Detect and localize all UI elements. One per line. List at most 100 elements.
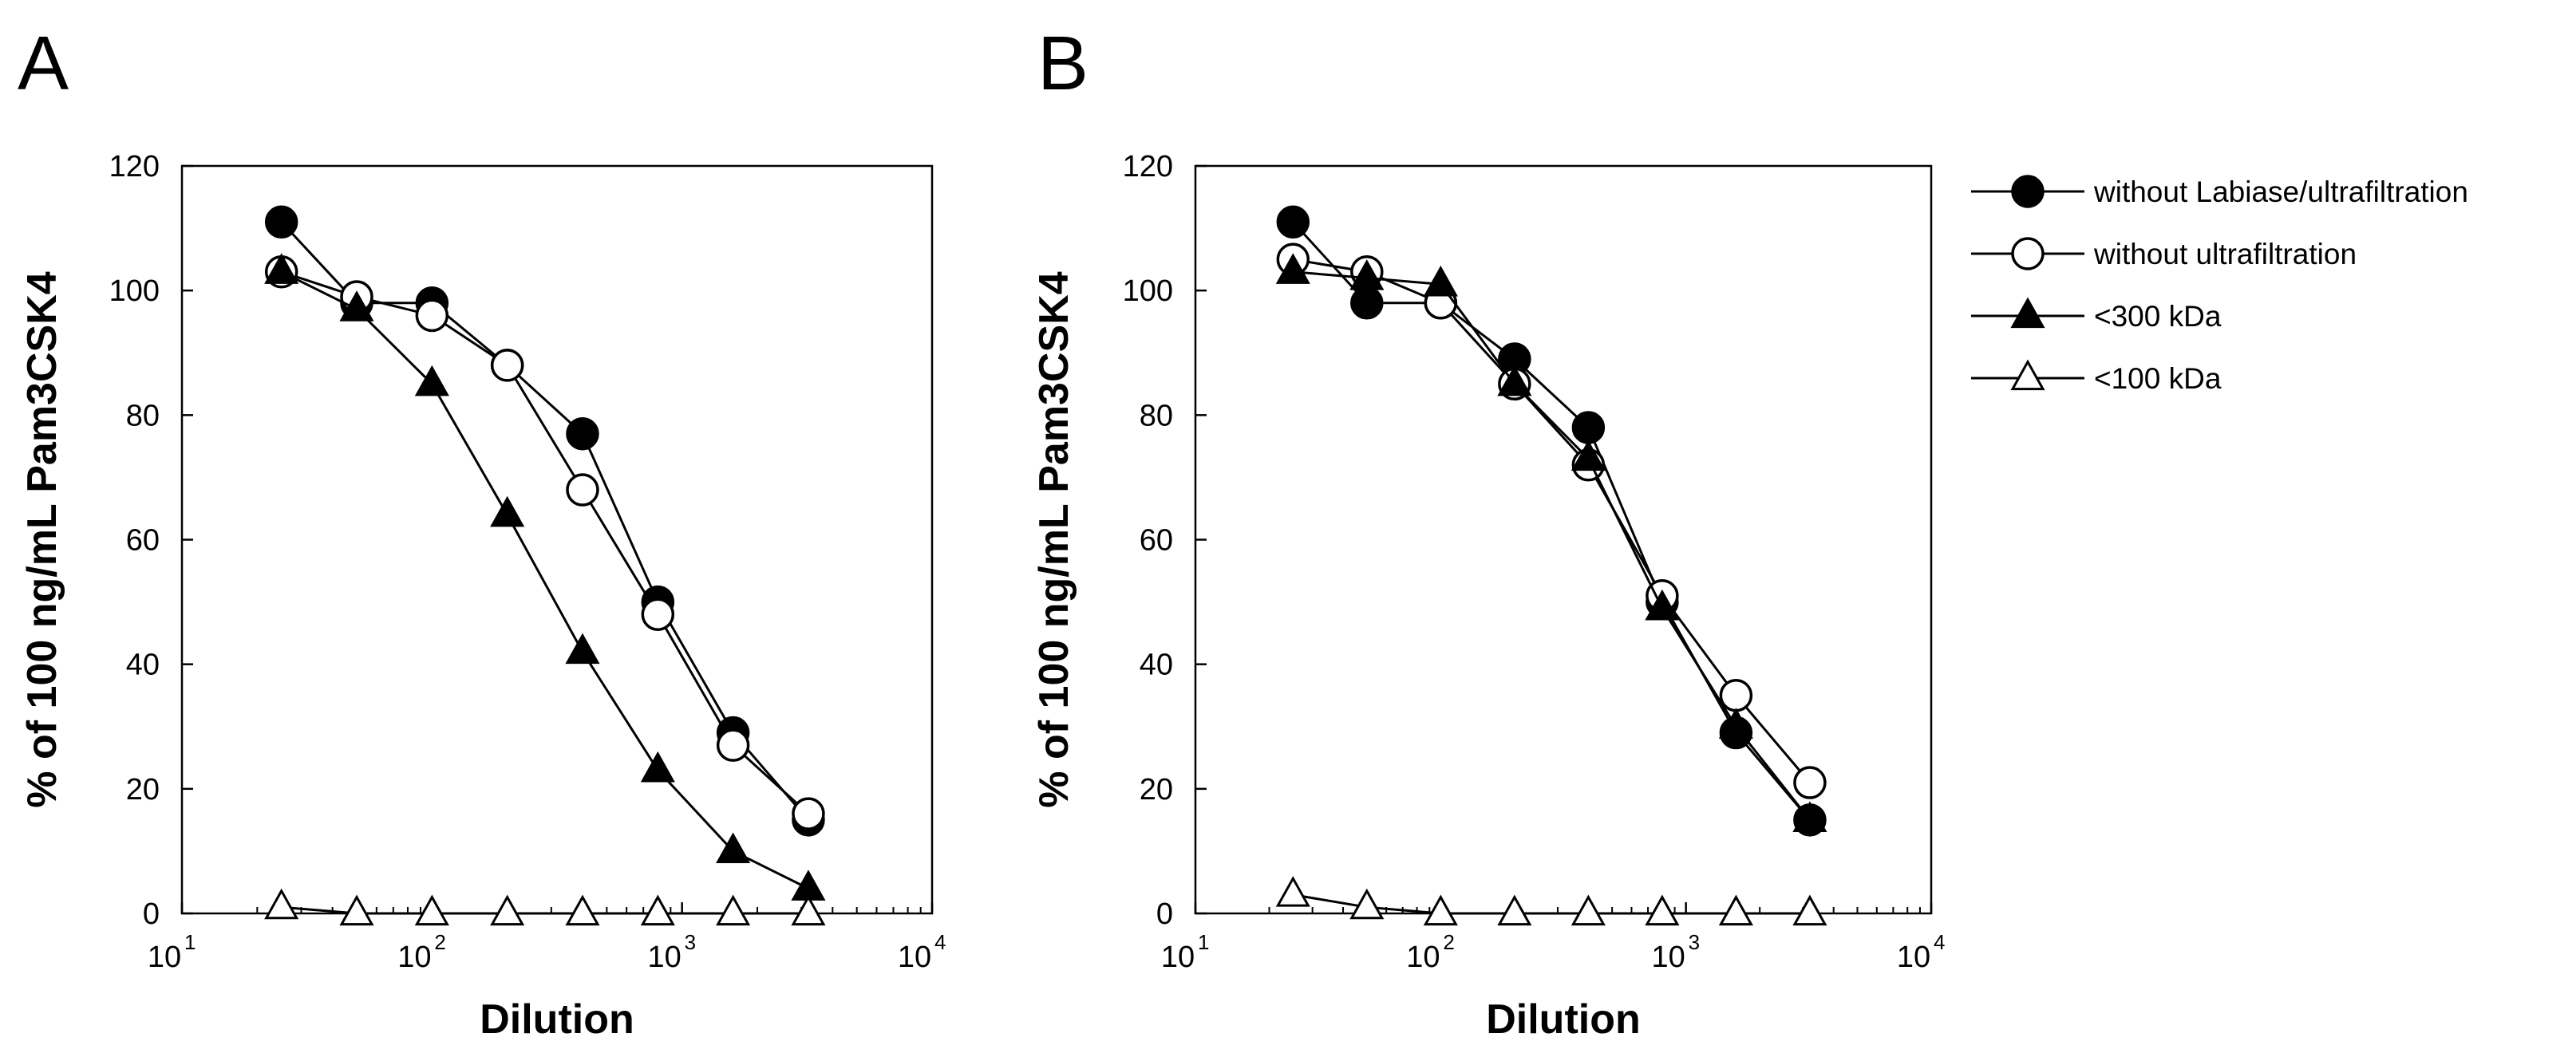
panel-b-xtick-exp: 1 bbox=[1198, 930, 1209, 954]
panel-a-data-point bbox=[264, 888, 299, 920]
panel-a-xtick-label: 10 1 bbox=[148, 930, 196, 974]
panel-b-data-point bbox=[1423, 265, 1458, 297]
panel-b-series-3 bbox=[1275, 253, 1827, 832]
panel-a-ytick-label: 120 bbox=[109, 150, 160, 183]
panel-a-xtick-label: 10 4 bbox=[898, 930, 946, 974]
panel-b-ytick-label: 60 bbox=[1140, 524, 1173, 558]
panel-b-data-point bbox=[1645, 894, 1680, 926]
panel-a-ytick-label: 20 bbox=[126, 773, 160, 807]
panel-a-series-line bbox=[281, 270, 809, 890]
panel-b-xtick-base: 10 bbox=[1652, 941, 1685, 974]
panel-a-data-point bbox=[264, 253, 299, 284]
panel-a-ytick-label: 60 bbox=[126, 524, 160, 558]
panel-b-data-point bbox=[1349, 259, 1385, 290]
panel-a-data-point bbox=[339, 290, 374, 321]
panel-b-data-point bbox=[1423, 894, 1458, 926]
panel-a-y-axis-label: % of 100 ng/mL Pam3CSK4 bbox=[19, 271, 65, 807]
panel-a-data-point bbox=[414, 365, 449, 396]
panel-b-data-point bbox=[1719, 678, 1753, 712]
panel-a-series-2 bbox=[264, 254, 825, 830]
panel-a-data-point bbox=[565, 633, 600, 665]
panel-b-data-point bbox=[1349, 888, 1385, 920]
panel-a-data-point bbox=[641, 598, 675, 631]
panel-a-xtick-label: 10 2 bbox=[397, 930, 446, 974]
panel-a-data-point bbox=[565, 894, 600, 926]
panel-b-xtick-base: 10 bbox=[1161, 941, 1195, 974]
legend-entry: <300 kDa bbox=[1971, 297, 2222, 333]
panel-a-x-axis-label: Dilution bbox=[480, 996, 634, 1043]
panel-a-data-point bbox=[414, 894, 449, 926]
panel-a-data-point bbox=[566, 417, 599, 451]
panel-b-data-point bbox=[1276, 205, 1310, 239]
panel-a-data-point bbox=[716, 728, 750, 762]
panel-a-xtick-base: 10 bbox=[148, 941, 181, 974]
panel-a-series-3 bbox=[264, 253, 826, 901]
panel-b-xtick-base: 10 bbox=[1406, 941, 1440, 974]
panel-b-data-point bbox=[1275, 876, 1310, 907]
panel-b-ytick-label: 80 bbox=[1140, 399, 1173, 432]
legend-marker bbox=[2011, 237, 2045, 270]
panel-b-letter: B bbox=[1037, 21, 1088, 106]
panel-b-series-line bbox=[1293, 270, 1811, 821]
panel-b-series-2 bbox=[1276, 243, 1827, 799]
panel-a-xtick-label: 10 3 bbox=[648, 930, 697, 974]
panel-b-xtick-label: 10 2 bbox=[1406, 930, 1455, 974]
panel-b-xtick-base: 10 bbox=[1897, 941, 1930, 974]
panel-a-data-point bbox=[716, 832, 751, 864]
panel-a-data-point bbox=[264, 205, 298, 239]
panel-b-data-point bbox=[1497, 365, 1532, 396]
panel-b-series-4 bbox=[1275, 876, 1827, 926]
panel-b-data-point bbox=[1350, 286, 1384, 320]
panel-a-xtick-base: 10 bbox=[397, 941, 431, 974]
panel-b-ytick-label: 20 bbox=[1140, 773, 1173, 807]
panel-a-xtick-exp: 1 bbox=[184, 930, 196, 954]
legend-marker bbox=[2010, 359, 2045, 391]
panel-b-x-axis-label: Dilution bbox=[1486, 996, 1641, 1043]
panel-a-ytick-label: 0 bbox=[143, 897, 160, 931]
panel-a-data-point bbox=[640, 894, 675, 926]
panel-a-data-point bbox=[490, 894, 525, 926]
legend-label: <300 kDa bbox=[2094, 300, 2222, 333]
panel-a-data-point bbox=[716, 894, 751, 926]
legend-label: <100 kDa bbox=[2094, 362, 2222, 395]
panel-b-xtick-label: 10 3 bbox=[1652, 930, 1701, 974]
panel-b-data-point bbox=[1793, 766, 1827, 799]
panel-a-data-point bbox=[640, 751, 675, 783]
panel-b-data-point bbox=[1275, 253, 1310, 284]
panel-b-series-1 bbox=[1276, 205, 1827, 837]
legend: without Labiase/ultrafiltration without u… bbox=[1971, 175, 2468, 395]
panel-b-xtick-label: 10 1 bbox=[1161, 930, 1210, 974]
panel-b-data-point bbox=[1718, 894, 1753, 926]
panel-a-ytick-label: 40 bbox=[126, 649, 160, 682]
panel-b-data-point bbox=[1570, 894, 1606, 926]
panel-b-data-point bbox=[1645, 589, 1680, 621]
panel-a-data-point bbox=[490, 349, 524, 382]
legend-entry: without ultrafiltration bbox=[1971, 237, 2357, 270]
panel-a-data-point bbox=[490, 495, 525, 527]
panel-a-data-point bbox=[339, 894, 374, 926]
panel-a-xtick-exp: 4 bbox=[934, 930, 946, 954]
panel-b-ytick-label: 100 bbox=[1123, 274, 1173, 308]
panel-b-xtick-exp: 3 bbox=[1689, 930, 1700, 954]
legend-label: without Labiase/ultrafiltration bbox=[2093, 176, 2468, 208]
panel-a-xtick-base: 10 bbox=[648, 941, 682, 974]
panel-a-data-point bbox=[792, 797, 825, 830]
legend-label: without ultrafiltration bbox=[2093, 238, 2357, 270]
panel-a-xtick-exp: 2 bbox=[434, 930, 445, 954]
panel-b-y-axis-label: % of 100 ng/mL Pam3CSK4 bbox=[1031, 271, 1077, 807]
legend-marker bbox=[2011, 175, 2045, 208]
panel-a-series-4 bbox=[264, 888, 826, 926]
panel-b-data-point bbox=[1571, 411, 1606, 444]
panel-a-xtick-exp: 3 bbox=[685, 930, 696, 954]
panel-a-series-line bbox=[281, 905, 808, 915]
panel-b-data-point bbox=[1570, 440, 1606, 471]
panel-a-data-point bbox=[415, 298, 449, 333]
legend-marker bbox=[2010, 297, 2045, 329]
panel-a-letter: A bbox=[18, 21, 69, 106]
panel-b-xtick-exp: 4 bbox=[1934, 930, 1945, 954]
panel-b-data-point bbox=[1497, 894, 1532, 926]
panel-a-ytick-label: 100 bbox=[109, 274, 160, 308]
